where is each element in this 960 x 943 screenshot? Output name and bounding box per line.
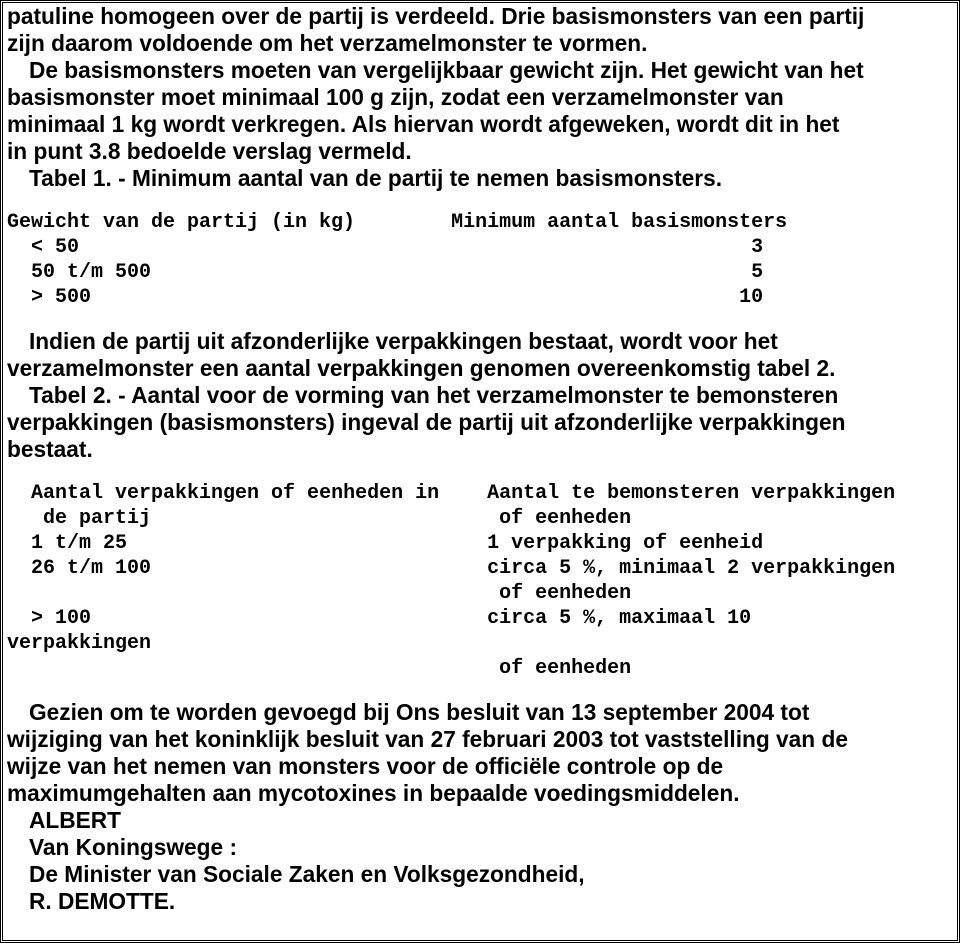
table-cell: of eenheden [487,582,631,605]
table-header-right: Minimum aantal basismonsters [451,211,787,234]
text-line: minimaal 1 kg wordt verkregen. Als hierv… [7,111,839,137]
table-cell: circa 5 %, maximaal 10 [487,607,751,630]
paragraph-4: Indien de partij uit afzonderlijke verpa… [7,328,953,382]
table-header-right: Aantal te bemonsteren verpakkingen [487,482,895,505]
text-line: wijze van het nemen van monsters voor de… [7,753,723,779]
table-cell: verpakkingen [7,632,151,655]
paragraph-6: Gezien om te worden gevoegd bij Ons besl… [7,699,953,807]
table-cell: < 50 [31,236,79,259]
text-line: Gezien om te worden gevoegd bij Ons besl… [7,699,809,725]
signature-name: ALBERT [29,807,121,833]
text-line: bestaat. [7,436,93,462]
table-cell: 1 verpakking of eenheid [487,532,763,555]
table-cell: > 100 [31,607,91,630]
table-cell: circa 5 %, minimaal 2 verpakkingen [487,557,895,580]
table1-caption: Tabel 1. - Minimum aantal van de partij … [7,165,953,192]
signature-name: R. DEMOTTE. [29,888,175,914]
table-cell: > 500 [31,286,91,309]
text-line: De basismonsters moeten van vergelijkbaa… [7,57,864,83]
table2-caption: Tabel 2. - Aantal voor de vorming van he… [7,382,953,463]
text-line: in punt 3.8 bedoelde verslag vermeld. [7,138,412,164]
table-header-left: Gewicht van de partij (in kg) [7,211,355,234]
table-1: Gewicht van de partij (in kg) Minimum aa… [7,210,953,310]
text-line: patuline homogeen over de partij is verd… [7,3,864,29]
table-cell: 26 t/m 100 [31,557,151,580]
table-header-left: Aantal verpakkingen of eenheden in [31,482,439,505]
table-cell: 3 [751,236,763,259]
table-2: Aantal verpakkingen of eenheden in Aanta… [7,481,953,681]
table-cell: 50 t/m 500 [31,261,151,284]
table-cell: 5 [751,261,763,284]
table-cell: 10 [739,286,763,309]
signature-title: De Minister van Sociale Zaken en Volksge… [29,861,585,887]
paragraph-2: De basismonsters moeten van vergelijkbaa… [7,57,953,165]
document-page: patuline homogeen over de partij is verd… [0,0,960,943]
table-header-left: de partij [31,507,151,530]
table-header-right: of eenheden [487,507,631,530]
text-line: Tabel 2. - Aantal voor de vorming van he… [7,382,838,408]
table-cell: of eenheden [487,657,631,680]
paragraph-1: patuline homogeen over de partij is verd… [7,3,953,57]
text-line: Tabel 1. - Minimum aantal van de partij … [29,165,722,191]
text-line: Indien de partij uit afzonderlijke verpa… [7,328,778,354]
text-line: zijn daarom voldoende om het verzamelmon… [7,30,647,56]
text-line: verzamelmonster een aantal verpakkingen … [7,355,835,381]
text-line: basismonster moet minimaal 100 g zijn, z… [7,84,784,110]
text-line: wijziging van het koninklijk besluit van… [7,726,848,752]
signature-block: ALBERT Van Koningswege : De Minister van… [7,807,953,915]
text-line: maximumgehalten aan mycotoxines in bepaa… [7,780,740,806]
table-cell: 1 t/m 25 [31,532,127,555]
signature-line: Van Koningswege : [29,834,237,860]
text-line: verpakkingen (basismonsters) ingeval de … [7,409,845,435]
